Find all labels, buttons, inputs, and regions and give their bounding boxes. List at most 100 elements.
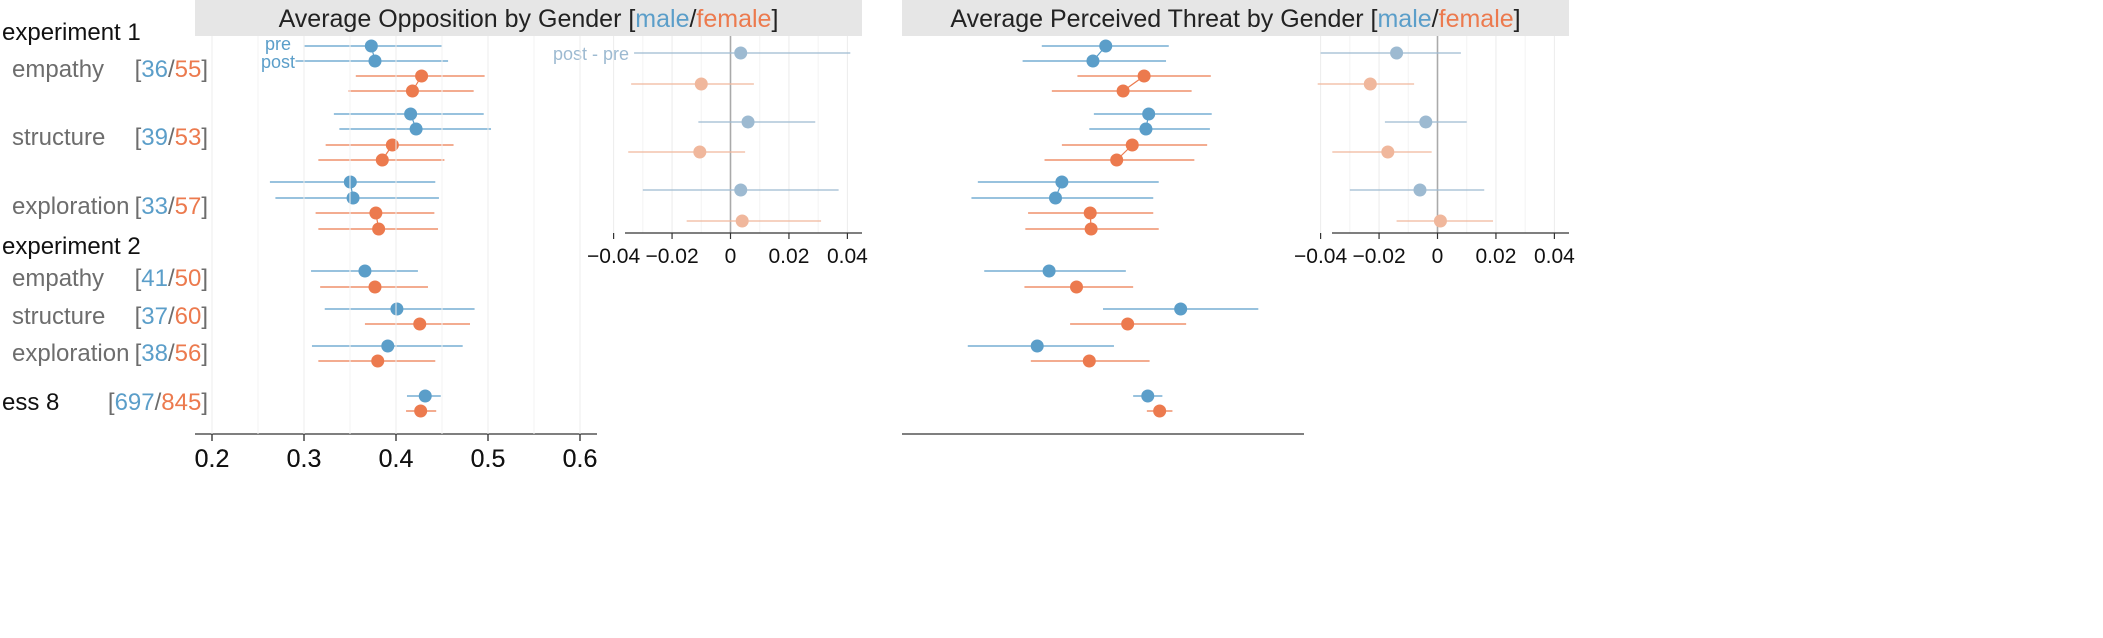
count-male: 39: [141, 124, 168, 151]
main-x-tick-label: 0.4: [379, 445, 414, 473]
mean-point-male: [1042, 264, 1056, 278]
count-male: 697: [115, 389, 155, 416]
bracket-open: [: [135, 340, 142, 367]
row-label-e1_str: structure: [12, 124, 105, 151]
inset-x-tick-label: −0.02: [645, 245, 698, 268]
panel-title: Average Opposition by Gender [male/femal…: [279, 5, 779, 33]
row-label-e2_str: structure: [12, 303, 105, 330]
mean-point-male: [1141, 389, 1155, 403]
mean-point-female: [385, 138, 399, 152]
mean-point-female: [368, 280, 382, 294]
mean-point-female: [369, 206, 383, 220]
count-female: 845: [161, 389, 201, 416]
count-male: 37: [141, 303, 168, 330]
legend-post: post: [261, 52, 295, 72]
mean-point-female: [1125, 138, 1139, 152]
inset-x-tick-label: 0: [725, 245, 737, 268]
bracket-close: ]: [201, 193, 208, 220]
mean-point-male: [390, 302, 404, 316]
panel-title: Average Perceived Threat by Gender [male…: [950, 5, 1520, 33]
title-prefix: Average Opposition by Gender [: [279, 5, 636, 33]
count-female: 60: [175, 303, 202, 330]
mean-point-male: [418, 389, 432, 403]
bracket-sep: /: [168, 340, 175, 367]
mean-point-female: [1116, 84, 1130, 98]
group-title-exp2: experiment 2: [2, 233, 141, 260]
bracket-open: [: [135, 193, 142, 220]
mean-point-male: [368, 54, 382, 68]
main-x-tick-label: 0.2: [195, 445, 230, 473]
bracket-open: [: [135, 303, 142, 330]
bracket-sep: /: [168, 265, 175, 292]
title-sep: /: [689, 5, 696, 33]
bracket-close: ]: [201, 389, 208, 416]
inset-x-tick-label: 0.02: [1476, 245, 1517, 268]
row-label-ess8: ess 8: [2, 389, 59, 416]
mean-point-female: [413, 317, 427, 331]
count-male: 38: [141, 340, 168, 367]
main-x-tick-label: 0.5: [471, 445, 506, 473]
inset-point-male: [734, 183, 748, 197]
mean-point-male: [346, 191, 360, 205]
mean-point-male: [1055, 175, 1069, 189]
mean-point-male: [1174, 302, 1188, 316]
title-suffix: ]: [1514, 5, 1521, 33]
bracket-close: ]: [201, 303, 208, 330]
bracket-close: ]: [201, 124, 208, 151]
main-x-tick-label: 0.4: [379, 445, 414, 473]
mean-point-male: [1099, 39, 1113, 53]
main-x-tick-label: 0.3: [287, 445, 322, 473]
inset-point-male: [1390, 46, 1404, 60]
mean-point-male: [381, 339, 395, 353]
mean-point-female: [371, 354, 385, 368]
legend-pre: pre: [265, 34, 291, 54]
bracket-sep: /: [168, 56, 175, 83]
main-x-tick-label: 0.5: [471, 445, 506, 473]
mean-point-female: [1082, 354, 1096, 368]
main-x-tick-label: 0.2: [195, 445, 230, 473]
count-female: 53: [175, 124, 202, 151]
count-male: 33: [141, 193, 168, 220]
row-label-e2_exp: exploration: [12, 340, 129, 367]
inset-x-tick-label: −0.04: [1294, 245, 1347, 268]
inset-point-female: [735, 214, 749, 228]
row-counts-e1_str: [39/53]: [135, 124, 208, 151]
bracket-sep: /: [155, 389, 162, 416]
title-male: male: [1377, 5, 1431, 33]
row-counts-e1_exp: [33/57]: [135, 193, 208, 220]
row-counts-e1_emp: [36/55]: [135, 56, 208, 83]
bracket-open: [: [108, 389, 115, 416]
inset-point-male: [734, 46, 748, 60]
mean-point-male: [358, 264, 372, 278]
mean-point-male: [1139, 122, 1153, 136]
mean-point-female: [1153, 404, 1167, 418]
mean-point-female: [415, 69, 429, 83]
count-male: 36: [141, 56, 168, 83]
inset-x-tick-label: 0.04: [827, 245, 868, 268]
main-x-tick-label: 0.3: [287, 445, 322, 473]
title-female: female: [696, 5, 771, 33]
mean-point-female: [1137, 69, 1151, 83]
mean-point-male: [1030, 339, 1044, 353]
mean-point-male: [1142, 107, 1156, 121]
inset-x-tick-label: 0.04: [1534, 245, 1575, 268]
bracket-open: [: [135, 56, 142, 83]
title-sep: /: [1432, 5, 1439, 33]
row-label-e1_exp: exploration: [12, 193, 129, 220]
main-x-tick-label: 0.6: [563, 445, 598, 473]
mean-point-male: [409, 122, 423, 136]
mean-point-male: [1086, 54, 1100, 68]
panel-1: Average Opposition by Gender [male/femal…: [195, 0, 868, 473]
bracket-close: ]: [201, 340, 208, 367]
row-label-e1_emp: empathy: [12, 56, 104, 83]
row-counts-e2_str: [37/60]: [135, 303, 208, 330]
panel-2: Average Perceived Threat by Gender [male…: [195, 0, 1575, 473]
row-counts-e2_emp: [41/50]: [135, 265, 208, 292]
count-female: 50: [175, 265, 202, 292]
mean-point-male: [364, 39, 378, 53]
bracket-close: ]: [201, 265, 208, 292]
mean-point-female: [1121, 317, 1135, 331]
mean-point-female: [1070, 280, 1084, 294]
mean-point-female: [372, 222, 386, 236]
